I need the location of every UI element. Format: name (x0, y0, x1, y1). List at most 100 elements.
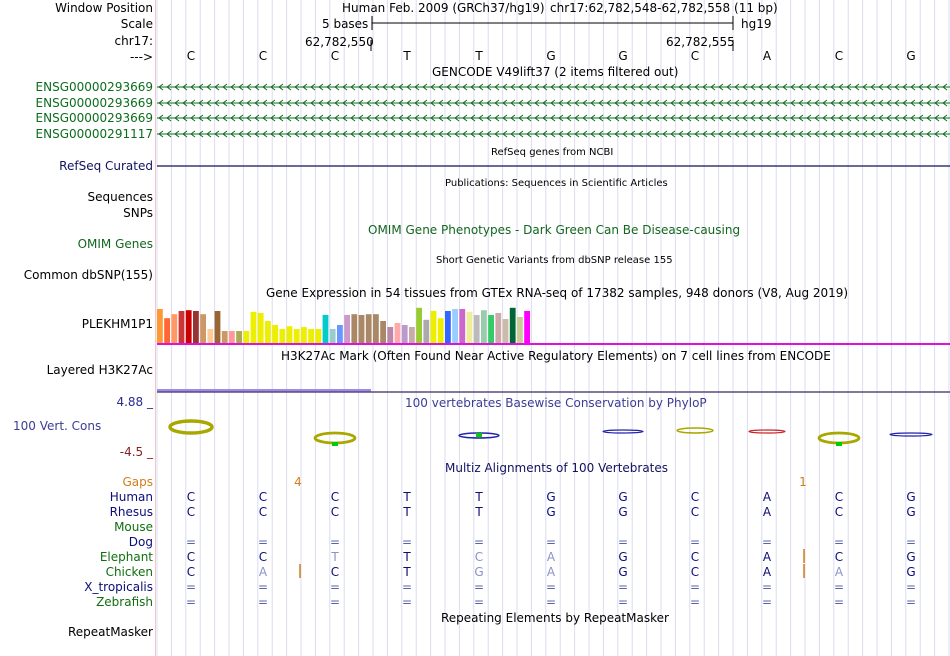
aligned-base: = (617, 580, 629, 594)
aligned-base: C (690, 565, 700, 579)
gtex-gene-label[interactable]: PLEKHM1P1 (81, 317, 153, 331)
coord-left: 62,782,550 (305, 35, 374, 49)
aligned-base: A (546, 565, 556, 579)
gtex-bar (279, 329, 286, 343)
dbsnp-label[interactable]: Common dbSNP(155) (23, 268, 153, 282)
aligned-base: A (762, 565, 772, 579)
aligned-base: C (186, 550, 196, 564)
species-label-mouse[interactable]: Mouse (114, 520, 153, 534)
strand-chevrons (158, 83, 948, 91)
aligned-base: = (545, 535, 557, 549)
gene-label-4[interactable]: ENSG00000291117 (35, 127, 153, 141)
aligned-base: T (403, 490, 411, 504)
gtex-bar (473, 315, 480, 343)
gtex-bar (236, 331, 242, 343)
gaps-label[interactable]: Gaps (122, 475, 153, 489)
gtex-bar (322, 315, 329, 343)
phylop-track[interactable] (157, 410, 950, 460)
gtex-expression[interactable] (157, 300, 950, 348)
aligned-base: G (906, 550, 916, 564)
aligned-base: = (545, 595, 557, 609)
gtex-bar (401, 325, 408, 343)
omim-title: OMIM Gene Phenotypes - Dark Green Can Be… (368, 223, 741, 237)
aligned-base: = (257, 595, 269, 609)
cons-label[interactable]: 100 Vert. Cons (13, 419, 102, 433)
snps-label[interactable]: SNPs (123, 206, 153, 220)
omim-label[interactable]: OMIM Genes (77, 237, 153, 251)
base: C (690, 49, 700, 63)
gtex-bar (171, 314, 178, 343)
base: T (475, 49, 483, 63)
assembly-title: Human Feb. 2009 (GRCh37/hg19) (342, 1, 545, 15)
scale-label: Scale (120, 17, 153, 31)
aligned-base: C (834, 490, 844, 504)
gtex-bar (524, 311, 530, 343)
refseq-gene-line[interactable] (157, 160, 950, 172)
aligned-base: = (185, 595, 197, 609)
aligned-base: G (474, 565, 484, 579)
gene-label-1[interactable]: ENSG00000293669 (35, 80, 153, 94)
refseq-title: RefSeq genes from NCBI (491, 147, 614, 158)
gtex-bar (380, 321, 386, 343)
gtex-bar (214, 311, 221, 343)
species-label-xtropicalis[interactable]: X_tropicalis (84, 580, 153, 594)
species-label-chicken[interactable]: Chicken (105, 565, 153, 579)
aligned-base: = (329, 595, 341, 609)
aligned-base: = (761, 535, 773, 549)
dbsnp-title: Short Genetic Variants from dbSNP releas… (436, 255, 673, 266)
sequences-label[interactable]: Sequences (87, 190, 153, 204)
aligned-base: A (762, 505, 772, 519)
scale-bar (371, 16, 734, 30)
gtex-bar (178, 311, 185, 343)
refseq-label[interactable]: RefSeq Curated (59, 159, 153, 173)
aligned-base: = (905, 580, 917, 594)
gene-label-3[interactable]: ENSG00000293669 (35, 111, 153, 125)
base: G (906, 49, 916, 63)
aligned-base: T (403, 505, 411, 519)
species-label-dog[interactable]: Dog (128, 535, 153, 549)
gene-label-2[interactable]: ENSG00000293669 (35, 96, 153, 110)
aligned-base: G (618, 550, 628, 564)
aligned-base: = (689, 580, 701, 594)
base: C (186, 49, 196, 63)
gtex-bar (495, 313, 502, 343)
aligned-base: G (618, 505, 628, 519)
species-label-elephant[interactable]: Elephant (99, 550, 153, 564)
gencode-genes[interactable] (157, 80, 950, 140)
coord-right: 62,782,555 (666, 35, 735, 49)
gtex-bar (437, 318, 444, 343)
aligned-base: G (906, 505, 916, 519)
species-label-human[interactable]: Human (109, 490, 153, 504)
coord-ticks (370, 40, 734, 51)
aligned-base: A (762, 490, 772, 504)
gtex-bar (452, 309, 458, 343)
conservation-glyph (168, 419, 214, 435)
species-label-rhesus[interactable]: Rhesus (109, 505, 153, 519)
strand-chevrons (158, 114, 948, 122)
aligned-base: C (330, 565, 340, 579)
conservation-glyph (889, 432, 933, 437)
aligned-base: = (761, 580, 773, 594)
aligned-base: C (186, 505, 196, 519)
aligned-base: = (689, 535, 701, 549)
aligned-base: T (403, 565, 411, 579)
aligned-base: = (185, 535, 197, 549)
aligned-base: C (186, 565, 196, 579)
aligned-base: C (690, 505, 700, 519)
aligned-base: G (618, 565, 628, 579)
h3k27ac-label[interactable]: Layered H3K27Ac (46, 363, 153, 377)
gtex-bar (517, 317, 523, 343)
base: C (834, 49, 844, 63)
gtex-bar (344, 315, 350, 343)
h3k27ac-signal[interactable] (157, 385, 950, 395)
scale-db: hg19 (741, 17, 772, 31)
aligned-base: G (546, 490, 556, 504)
gtex-bar (394, 323, 401, 343)
gtex-bar (293, 329, 300, 343)
repeatmasker-label[interactable]: RepeatMasker (67, 625, 153, 639)
species-label-zebrafish[interactable]: Zebrafish (96, 595, 153, 609)
conservation-mark (332, 442, 338, 446)
aligned-base: = (617, 535, 629, 549)
